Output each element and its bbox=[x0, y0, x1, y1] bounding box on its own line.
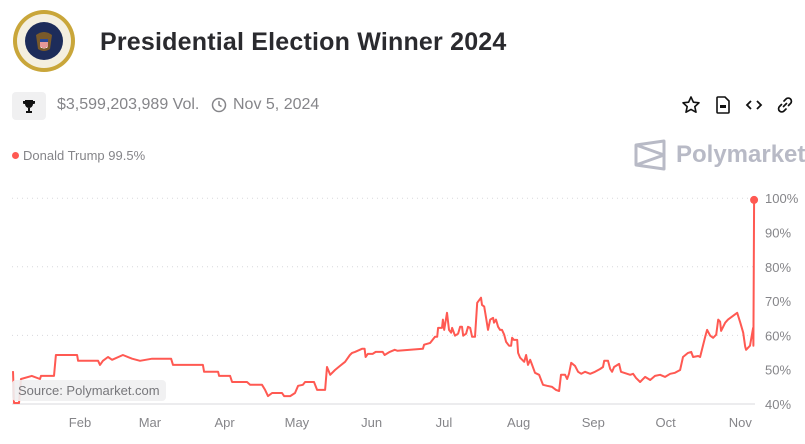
y-tick-label: 80% bbox=[765, 260, 791, 275]
trophy-icon bbox=[23, 99, 35, 113]
y-tick-label: 60% bbox=[765, 328, 791, 343]
x-tick-label: Jul bbox=[436, 415, 453, 430]
x-tick-label: Apr bbox=[214, 415, 235, 430]
x-tick-label: Jun bbox=[361, 415, 382, 430]
source-label: Source: Polymarket.com bbox=[12, 380, 166, 401]
presidential-seal-logo bbox=[12, 9, 76, 73]
x-tick-label: Aug bbox=[507, 415, 530, 430]
y-tick-label: 40% bbox=[765, 397, 791, 412]
y-tick-label: 50% bbox=[765, 363, 791, 378]
volume-text: $3,599,203,989 Vol. bbox=[57, 96, 200, 113]
series-end-point bbox=[750, 195, 759, 204]
y-tick-label: 90% bbox=[765, 226, 791, 241]
y-tick-label: 70% bbox=[765, 294, 791, 309]
star-icon[interactable] bbox=[681, 95, 701, 115]
embed-code-icon[interactable] bbox=[744, 95, 764, 115]
page-title: Presidential Election Winner 2024 bbox=[100, 28, 507, 56]
legend-dot bbox=[12, 152, 19, 159]
x-tick-label: Sep bbox=[582, 415, 605, 430]
link-icon[interactable] bbox=[775, 95, 795, 115]
series-line-donald-trump bbox=[12, 199, 756, 404]
x-tick-label: May bbox=[285, 415, 310, 430]
trophy-button[interactable] bbox=[12, 92, 46, 120]
polymarket-logo: Polymarket bbox=[633, 139, 805, 171]
polymarket-wordmark: Polymarket bbox=[676, 141, 805, 168]
x-tick-label: Oct bbox=[656, 415, 677, 430]
x-tick-label: Feb bbox=[69, 415, 91, 430]
clock-icon bbox=[211, 97, 227, 118]
legend-label: Donald Trump 99.5% bbox=[23, 148, 146, 163]
end-date-text: Nov 5, 2024 bbox=[233, 96, 320, 113]
chart-legend: Donald Trump 99.5% bbox=[12, 148, 145, 163]
y-tick-label: 100% bbox=[765, 191, 799, 206]
x-tick-label: Nov bbox=[729, 415, 753, 430]
document-icon[interactable] bbox=[713, 95, 733, 115]
x-tick-label: Mar bbox=[139, 415, 162, 430]
polymarket-logo-icon bbox=[634, 139, 666, 171]
